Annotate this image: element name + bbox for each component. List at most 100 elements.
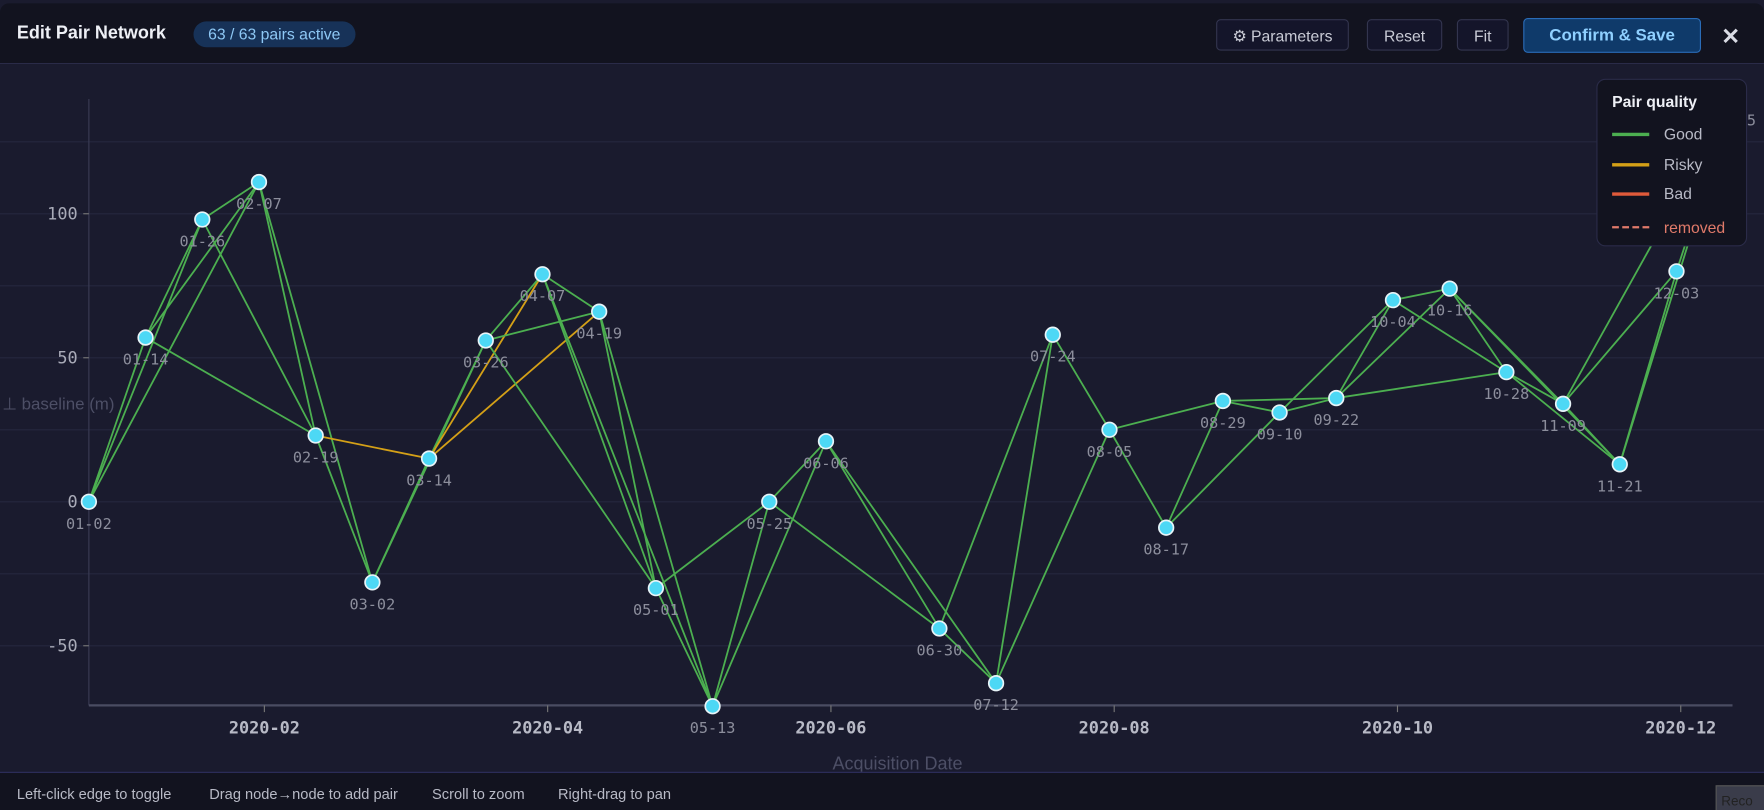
pair-edge-good[interactable]	[1562, 403, 1621, 465]
legend-item-bad: Bad	[1612, 183, 1692, 203]
acquisition-node[interactable]	[647, 579, 665, 597]
pair-edge-good[interactable]	[1392, 287, 1450, 302]
pair-edge-good[interactable]	[1108, 429, 1167, 529]
pair-edge-good[interactable]	[938, 334, 1054, 629]
acquisition-node[interactable]	[987, 675, 1005, 692]
acquisition-node[interactable]	[1498, 363, 1515, 381]
pair-edge-good[interactable]	[258, 181, 317, 436]
node-date-label: 10-04	[1370, 313, 1416, 331]
pair-edge-good[interactable]	[485, 310, 600, 342]
pair-edge-risky[interactable]	[315, 434, 430, 460]
acquisition-node[interactable]	[704, 698, 721, 715]
pair-edge-good[interactable]	[1562, 270, 1678, 405]
pair-edge-good[interactable]	[314, 435, 374, 583]
pair-edge-risky[interactable]	[428, 310, 600, 460]
pair-edge-good[interactable]	[485, 273, 544, 342]
pair-edge-good[interactable]	[88, 219, 204, 503]
pair-edge-good[interactable]	[144, 219, 204, 338]
parameters-button[interactable]: ⚙ Parameters	[1216, 19, 1349, 51]
acquisition-node[interactable]	[194, 211, 211, 228]
pair-edge-good[interactable]	[1336, 371, 1507, 399]
acquisition-node[interactable]	[1611, 456, 1628, 473]
acquisition-node[interactable]	[761, 493, 778, 510]
pair-edge-good[interactable]	[655, 587, 714, 707]
acquisition-node[interactable]	[591, 303, 608, 320]
pair-edge-good[interactable]	[1222, 400, 1280, 414]
pair-edge-good[interactable]	[825, 440, 941, 629]
pair-edge-good[interactable]	[655, 501, 770, 589]
legend-title: Pair quality	[1612, 92, 1698, 111]
node-date-label: 01-26	[179, 233, 225, 251]
pair-edge-risky[interactable]	[428, 273, 544, 460]
pair-edge-good[interactable]	[1505, 371, 1621, 466]
pair-edge-good[interactable]	[541, 273, 657, 589]
acquisition-node[interactable]	[1271, 404, 1288, 421]
pair-edge-good[interactable]	[1222, 397, 1337, 402]
pair-edge-good[interactable]	[1335, 299, 1394, 399]
pair-edge-good[interactable]	[258, 181, 374, 583]
pair-edge-good[interactable]	[711, 440, 827, 707]
pair-edge-good[interactable]	[88, 337, 147, 503]
node-date-label: 06-06	[803, 454, 849, 472]
fit-button[interactable]: Fit	[1456, 19, 1509, 51]
acquisition-node[interactable]	[1328, 389, 1345, 407]
acquisition-node[interactable]	[1158, 519, 1175, 536]
pair-edge-good[interactable]	[201, 219, 317, 436]
pair-edge-good[interactable]	[711, 501, 771, 707]
pair-edge-good[interactable]	[1165, 411, 1281, 529]
acquisition-node[interactable]	[817, 433, 835, 450]
acquisition-node[interactable]	[534, 266, 551, 283]
acquisition-node[interactable]	[364, 574, 381, 591]
legend-label: removed	[1663, 218, 1726, 237]
pair-edge-good[interactable]	[1505, 371, 1564, 405]
acquisition-node[interactable]	[1214, 392, 1232, 410]
pair-edge-good[interactable]	[1278, 299, 1394, 414]
pair-edge-good[interactable]	[995, 334, 1054, 684]
pair-edge-good[interactable]	[1165, 400, 1224, 529]
acquisition-node[interactable]	[250, 173, 268, 191]
pair-edge-good[interactable]	[201, 181, 260, 221]
pair-network-chart[interactable]: 100 50 0 -50 2020-02 2020-04 2020-06 2020-08 202…	[0, 64, 1764, 774]
pair-edge-good[interactable]	[598, 311, 657, 589]
y-tick-label: 100	[47, 203, 77, 223]
acquisition-node[interactable]	[137, 329, 154, 346]
legend-item-risky: Risky	[1612, 154, 1702, 174]
acquisition-node[interactable]	[1554, 395, 1572, 412]
close-icon[interactable]: ✕	[1721, 24, 1741, 50]
corner-button[interactable]: Reco	[1715, 785, 1764, 810]
pair-edge-good[interactable]	[145, 336, 317, 437]
pair-edge-good[interactable]	[541, 273, 600, 313]
acquisition-node[interactable]	[477, 332, 494, 349]
reset-button[interactable]: Reset	[1366, 19, 1443, 51]
pair-edge-good[interactable]	[1448, 288, 1508, 373]
acquisition-node[interactable]	[1044, 326, 1061, 343]
hint-pan: Right-drag to pan	[558, 785, 672, 803]
pair-edge-good[interactable]	[1109, 400, 1224, 431]
acquisition-node[interactable]	[931, 620, 948, 637]
pair-edge-good[interactable]	[1335, 287, 1451, 399]
pair-edge-good[interactable]	[825, 440, 997, 684]
pair-edge-good[interactable]	[768, 501, 940, 630]
pair-edge-good[interactable]	[144, 181, 260, 339]
pair-edge-good[interactable]	[1052, 334, 1111, 431]
acquisition-node[interactable]	[1101, 421, 1118, 438]
pair-edge-good[interactable]	[428, 340, 487, 459]
acquisition-node[interactable]	[307, 427, 324, 444]
chart-canvas[interactable]: 100 50 0 -50 2020-02 2020-04 2020-06 2020-08 202…	[0, 64, 1764, 772]
acquisition-node[interactable]	[1441, 280, 1458, 297]
acquisition-node[interactable]	[420, 450, 438, 467]
pair-edge-good[interactable]	[1279, 397, 1337, 414]
pair-edge-good[interactable]	[1392, 299, 1507, 373]
pair-edge-good[interactable]	[541, 273, 714, 707]
pair-edge-good[interactable]	[938, 627, 997, 684]
pair-edge-good[interactable]	[485, 339, 657, 589]
y-tick-label: 50	[57, 347, 77, 367]
pair-edge-good[interactable]	[995, 429, 1111, 684]
pair-edge-good[interactable]	[598, 311, 714, 707]
acquisition-node[interactable]	[1668, 263, 1685, 280]
acquisition-node[interactable]	[80, 493, 98, 510]
confirm-save-button[interactable]: Confirm & Save	[1523, 18, 1701, 53]
acquisition-node[interactable]	[1384, 291, 1402, 309]
pair-edge-good[interactable]	[768, 440, 827, 503]
pair-edge-good[interactable]	[88, 181, 260, 503]
